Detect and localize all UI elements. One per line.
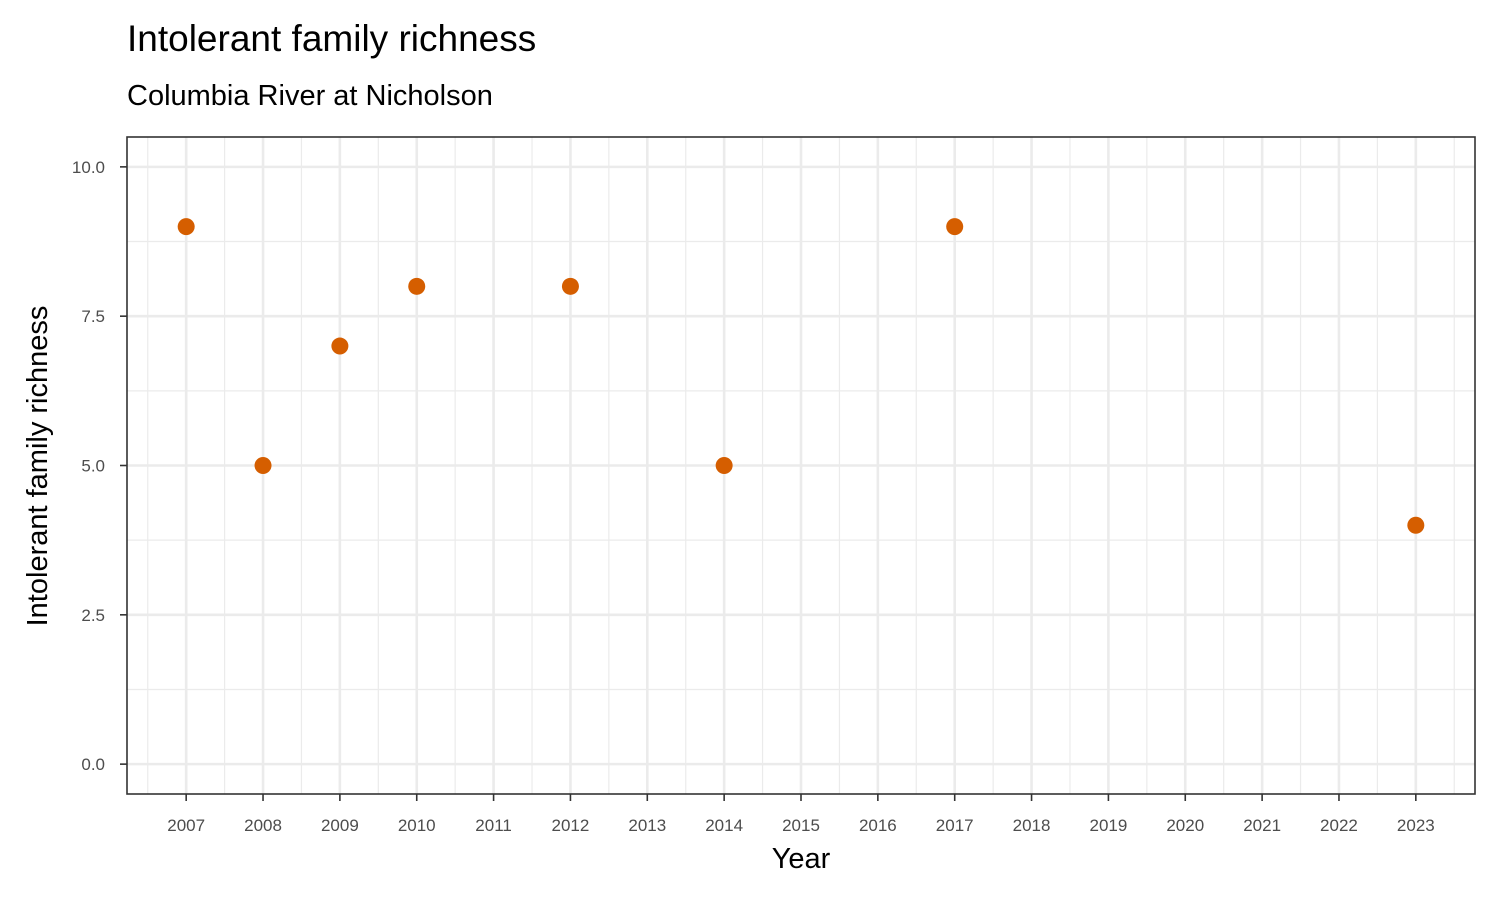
data-point bbox=[254, 457, 272, 474]
x-tick-label: 2008 bbox=[244, 816, 282, 835]
data-points bbox=[177, 218, 1425, 534]
x-tick-label: 2020 bbox=[1166, 816, 1204, 835]
x-tick-label: 2010 bbox=[398, 816, 436, 835]
x-tick-label: 2009 bbox=[321, 816, 359, 835]
x-tick-label: 2022 bbox=[1320, 816, 1358, 835]
x-tick-label: 2011 bbox=[475, 816, 512, 835]
y-tick-label: 10.0 bbox=[72, 158, 105, 177]
x-tick-label: 2017 bbox=[936, 816, 974, 835]
x-tick-label: 2016 bbox=[859, 816, 897, 835]
x-axis-ticks: 2007 2008 2009 2010 2011 2012 2013 2014 2015 2016… bbox=[167, 794, 1435, 835]
y-tick-label: 7.5 bbox=[81, 307, 105, 326]
data-point bbox=[561, 277, 579, 295]
x-tick-label: 2013 bbox=[628, 816, 666, 835]
grid-major bbox=[127, 137, 1475, 794]
x-tick-label: 2012 bbox=[552, 816, 590, 835]
chart-title: Intolerant family richness bbox=[127, 18, 537, 59]
y-tick-label: 0.0 bbox=[81, 755, 105, 774]
y-tick-label: 5.0 bbox=[81, 457, 105, 476]
x-tick-label: 2018 bbox=[1013, 816, 1051, 835]
x-tick-label: 2023 bbox=[1397, 816, 1435, 835]
data-point bbox=[715, 457, 733, 474]
chart-subtitle: Columbia River at Nicholson bbox=[127, 80, 493, 112]
data-point bbox=[177, 218, 195, 236]
x-tick-label: 2015 bbox=[782, 816, 820, 835]
data-point bbox=[331, 337, 349, 355]
data-point bbox=[946, 218, 964, 236]
x-tick-label: 2021 bbox=[1243, 816, 1281, 835]
x-tick-label: 2014 bbox=[705, 816, 743, 835]
x-tick-label: 2007 bbox=[167, 816, 205, 835]
data-point bbox=[408, 277, 426, 295]
x-axis-label: Year bbox=[772, 843, 831, 875]
y-tick-label: 2.5 bbox=[81, 606, 105, 625]
x-tick-label: 2019 bbox=[1089, 816, 1127, 835]
data-point bbox=[1407, 516, 1425, 534]
y-axis-label: Intolerant family richness bbox=[22, 306, 54, 627]
y-axis-ticks: 0.0 2.5 5.0 7.5 10.0 bbox=[72, 158, 127, 774]
